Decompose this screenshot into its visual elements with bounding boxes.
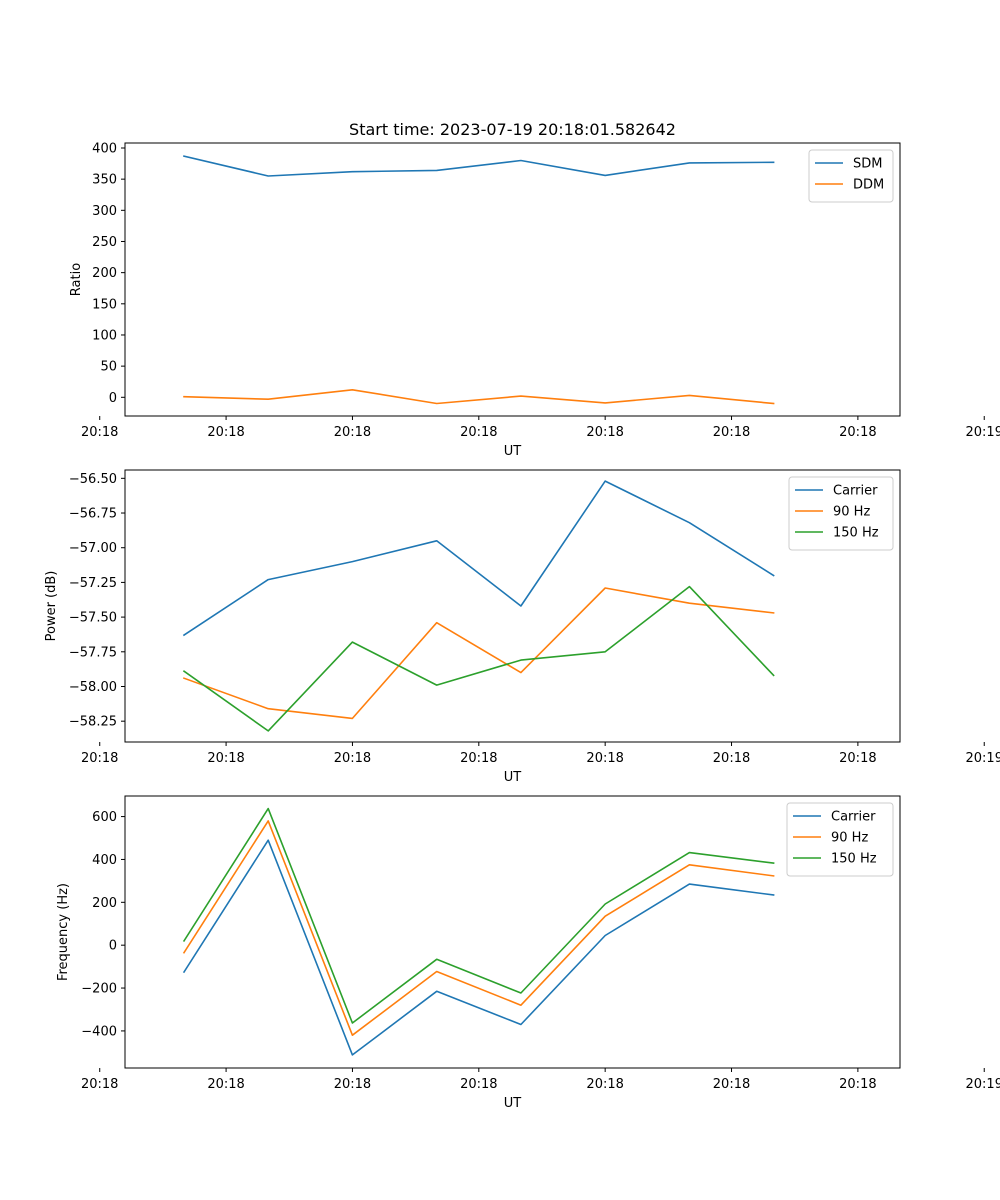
series-line-90-hz: [182, 587, 775, 720]
y-tick-label: 350: [92, 173, 117, 188]
series-line-ddm: [183, 388, 775, 405]
x-tick-label: 20:18: [207, 425, 244, 440]
legend: SDM DDM: [808, 149, 894, 203]
y-tick-label: −57.50: [69, 611, 117, 626]
y-tick-label: −58.00: [69, 680, 117, 695]
legend-label: Carrier: [833, 484, 878, 499]
y-tick-label: 300: [92, 204, 117, 219]
y-tick-label: 400: [92, 141, 117, 156]
y-tick-label: −56.75: [69, 507, 117, 522]
chart-panel-3: 20:18 20:18 20:18 20:18 20:18 20:18 20:18 20:19…: [56, 795, 1000, 1111]
axes-frame: [124, 469, 901, 743]
y-tick-label: 400: [92, 853, 117, 868]
x-tick-label: 20:18: [460, 425, 497, 440]
legend: Carrier 90 Hz 150 Hz: [786, 802, 894, 877]
y-tick-label: −57.25: [69, 576, 117, 591]
legend-label: 90 Hz: [831, 831, 868, 846]
legend-label: 150 Hz: [833, 526, 879, 541]
series-line-carrier: [182, 839, 775, 1056]
x-tick-label: 20:18: [81, 425, 118, 440]
y-tick-label: 0: [109, 939, 117, 954]
x-tick-label: 20:18: [460, 751, 497, 766]
chart-title: Start time: 2023-07-19 20:18:01.582642: [349, 120, 676, 139]
x-tick-label: 20:18: [586, 751, 623, 766]
x-tick-label: 20:18: [586, 1077, 623, 1092]
legend-label: SDM: [853, 157, 882, 172]
chart-panel-2: 20:18 20:18 20:18 20:18 20:18 20:18 20:18 20:19…: [44, 469, 1000, 785]
x-tick-label: 20:18: [839, 425, 876, 440]
y-tick-label: 250: [92, 235, 117, 250]
x-tick-label: 20:19: [966, 751, 1000, 766]
series-line-150-hz: [182, 585, 775, 732]
y-tick-label: −56.50: [69, 472, 117, 487]
x-axis-label: UT: [504, 444, 522, 459]
x-tick-label: 20:18: [334, 751, 371, 766]
x-tick-label: 20:19: [966, 1077, 1000, 1092]
x-tick-label: 20:18: [839, 1077, 876, 1092]
y-tick-label: −57.00: [69, 541, 117, 556]
y-tick-label: 0: [109, 391, 117, 406]
legend-label: 150 Hz: [831, 852, 877, 867]
x-tick-label: 20:18: [81, 1077, 118, 1092]
y-tick-label: −200: [81, 982, 117, 997]
x-tick-label: 20:18: [586, 425, 623, 440]
y-tick-label: −58.25: [69, 715, 117, 730]
y-axis-label: Frequency (Hz): [56, 883, 71, 981]
y-tick-label: −400: [81, 1024, 117, 1039]
x-tick-label: 20:18: [81, 751, 118, 766]
series-line-150-hz: [182, 807, 775, 1024]
legend-label: DDM: [853, 178, 884, 193]
x-tick-label: 20:18: [460, 1077, 497, 1092]
axes-frame: [124, 795, 901, 1069]
y-tick-label: 200: [92, 896, 117, 911]
y-axis-label: Power (dB): [44, 571, 59, 642]
y-tick-label: 200: [92, 266, 117, 281]
x-axis-label: UT: [504, 770, 522, 785]
x-tick-label: 20:18: [713, 425, 750, 440]
x-tick-label: 20:18: [713, 1077, 750, 1092]
y-tick-label: 600: [92, 810, 117, 825]
x-tick-label: 20:18: [839, 751, 876, 766]
y-tick-label: 100: [92, 328, 117, 343]
x-tick-label: 20:18: [207, 751, 244, 766]
x-axis-label: UT: [504, 1096, 522, 1111]
x-tick-label: 20:19: [966, 425, 1000, 440]
legend-label: Carrier: [831, 810, 876, 825]
y-tick-label: −57.75: [69, 645, 117, 660]
y-axis-label: Ratio: [69, 263, 84, 296]
x-tick-label: 20:18: [334, 425, 371, 440]
chart-panel-1: Start time: 2023-07-19 20:18:01.582642 20…: [69, 120, 1000, 459]
legend: Carrier 90 Hz 150 Hz: [788, 476, 894, 551]
series-line-90-hz: [182, 820, 775, 1036]
axes-frame: [124, 142, 901, 417]
legend-label: 90 Hz: [833, 505, 870, 520]
series-line-sdm: [183, 155, 775, 177]
series-line-carrier: [182, 480, 775, 637]
y-tick-label: 150: [92, 297, 117, 312]
y-tick-label: 50: [100, 360, 117, 375]
x-tick-label: 20:18: [713, 751, 750, 766]
x-tick-label: 20:18: [334, 1077, 371, 1092]
x-tick-label: 20:18: [207, 1077, 244, 1092]
